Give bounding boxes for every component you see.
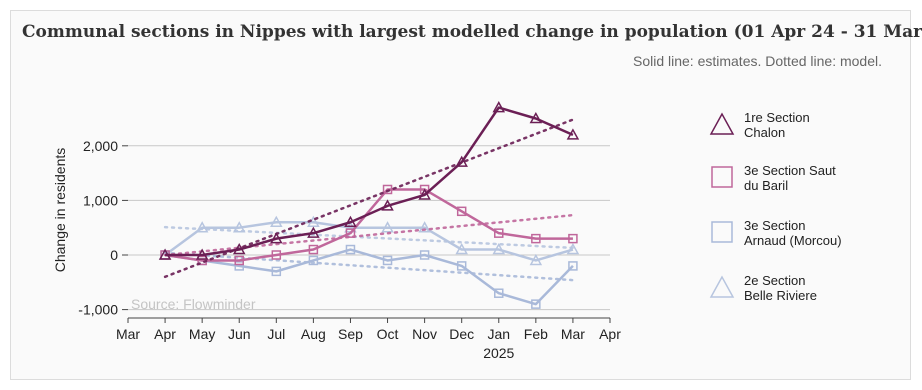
data-point-1re-section-chalon bbox=[566, 128, 580, 140]
data-point-3e-section-arnaud-morcou bbox=[382, 255, 393, 266]
legend-triangle-1re-section-chalon bbox=[709, 112, 735, 135]
data-point-1re-section-chalon bbox=[195, 248, 209, 260]
data-point-2e-section-belle-riviere bbox=[455, 242, 468, 255]
x-tick-label: Sep bbox=[338, 326, 363, 342]
x-tick-label: Mar bbox=[116, 326, 140, 342]
data-point-3e-section-saut-du-baril bbox=[531, 233, 541, 244]
y-tick-label: 2,000 bbox=[83, 138, 118, 154]
legend-label: Belle Riviere bbox=[744, 288, 817, 303]
y-tick-label: 0 bbox=[110, 247, 118, 263]
model-line-3e-section-arnaud-morcou bbox=[163, 251, 575, 282]
data-point-1re-section-chalon bbox=[270, 232, 283, 244]
data-point-3e-section-arnaud-morcou bbox=[456, 261, 467, 271]
data-point-1re-section-chalon bbox=[492, 101, 506, 113]
legend-label: Arnaud (Morcou) bbox=[744, 233, 842, 248]
y-axis-title: Change in residents bbox=[52, 148, 68, 273]
legend-label: du Baril bbox=[744, 178, 788, 193]
x-tick-label: Feb bbox=[524, 326, 548, 342]
data-point-3e-section-arnaud-morcou bbox=[345, 244, 356, 255]
x-tick-label: May bbox=[189, 326, 215, 342]
data-point-3e-section-saut-du-baril bbox=[494, 228, 504, 238]
x-tick-label: Oct bbox=[377, 326, 399, 342]
legend-label: 2e Section bbox=[744, 273, 805, 288]
y-tick-label: -1,000 bbox=[78, 302, 118, 318]
series-line-1re-section-chalon bbox=[165, 106, 574, 257]
x-tick-label: Jan bbox=[487, 326, 510, 342]
legend-label: 1re Section bbox=[744, 110, 810, 125]
data-point-3e-section-arnaud-morcou bbox=[308, 255, 319, 266]
data-point-1re-section-chalon bbox=[307, 226, 320, 238]
data-point-3e-section-arnaud-morcou bbox=[494, 288, 504, 298]
x-year-label: 2025 bbox=[483, 345, 514, 361]
source-label: Source: Flowminder bbox=[131, 296, 256, 312]
x-tick-label: Apr bbox=[599, 326, 621, 342]
data-point-1re-section-chalon bbox=[381, 199, 394, 211]
data-point-3e-section-arnaud-morcou bbox=[271, 266, 282, 277]
model-line-2e-section-belle-riviere bbox=[163, 225, 575, 250]
x-tick-label: Mar bbox=[561, 326, 585, 342]
data-point-1re-section-chalon bbox=[455, 155, 468, 167]
legend-label: 3e Section bbox=[744, 218, 805, 233]
data-point-3e-section-saut-du-baril bbox=[308, 244, 319, 255]
chart-title: Communal sections in Nippes with largest… bbox=[22, 22, 922, 42]
data-point-2e-section-belle-riviere bbox=[566, 242, 580, 255]
series-line-2e-section-belle-riviere bbox=[164, 220, 574, 262]
data-point-3e-section-arnaud-morcou bbox=[568, 261, 578, 271]
x-tick-label: Aug bbox=[301, 326, 326, 342]
x-tick-label: Jun bbox=[228, 326, 251, 342]
chart-subtitle: Solid line: estimates. Dotted line: mode… bbox=[632, 53, 882, 69]
data-point-3e-section-saut-du-baril bbox=[234, 255, 244, 266]
data-point-1re-section-chalon bbox=[158, 248, 172, 260]
data-point-3e-section-arnaud-morcou bbox=[234, 261, 244, 271]
series-line-3e-section-saut-du-baril bbox=[164, 188, 573, 262]
data-point-2e-section-belle-riviere bbox=[381, 221, 394, 233]
data-point-3e-section-saut-du-baril bbox=[382, 184, 393, 195]
data-point-3e-section-saut-du-baril bbox=[568, 233, 578, 244]
data-point-3e-section-arnaud-morcou bbox=[531, 299, 541, 309]
data-point-2e-section-belle-riviere bbox=[195, 221, 209, 233]
data-point-3e-section-saut-du-baril bbox=[271, 250, 282, 260]
legend-triangle-2e-section-belle-riviere bbox=[709, 275, 735, 298]
legend-square-3e-section-saut-du-baril bbox=[711, 166, 733, 188]
data-point-2e-section-belle-riviere bbox=[529, 253, 543, 266]
data-point-1re-section-chalon bbox=[232, 242, 246, 255]
model-line-3e-section-saut-du-baril bbox=[163, 213, 575, 257]
legend-square-3e-section-arnaud-morcou bbox=[711, 221, 733, 243]
data-point-2e-section-belle-riviere bbox=[232, 221, 246, 233]
data-point-2e-section-belle-riviere bbox=[492, 242, 506, 255]
x-tick-label: Jul bbox=[267, 326, 285, 342]
data-point-2e-section-belle-riviere bbox=[270, 215, 283, 227]
data-point-1re-section-chalon bbox=[344, 215, 357, 227]
data-point-3e-section-arnaud-morcou bbox=[419, 250, 430, 260]
legend-label: 3e Section Saut bbox=[744, 163, 836, 178]
data-point-3e-section-saut-du-baril bbox=[345, 228, 356, 238]
x-tick-label: Apr bbox=[154, 326, 176, 342]
y-tick-label: 1,000 bbox=[83, 192, 118, 208]
data-point-1re-section-chalon bbox=[418, 188, 431, 200]
x-tick-label: Dec bbox=[449, 326, 474, 342]
data-point-1re-section-chalon bbox=[529, 111, 543, 124]
x-tick-label: Nov bbox=[412, 326, 437, 342]
data-point-2e-section-belle-riviere bbox=[418, 221, 431, 233]
data-point-3e-section-saut-du-baril bbox=[456, 206, 467, 217]
legend-label: Chalon bbox=[744, 125, 785, 140]
series-line-3e-section-arnaud-morcou bbox=[164, 248, 574, 306]
